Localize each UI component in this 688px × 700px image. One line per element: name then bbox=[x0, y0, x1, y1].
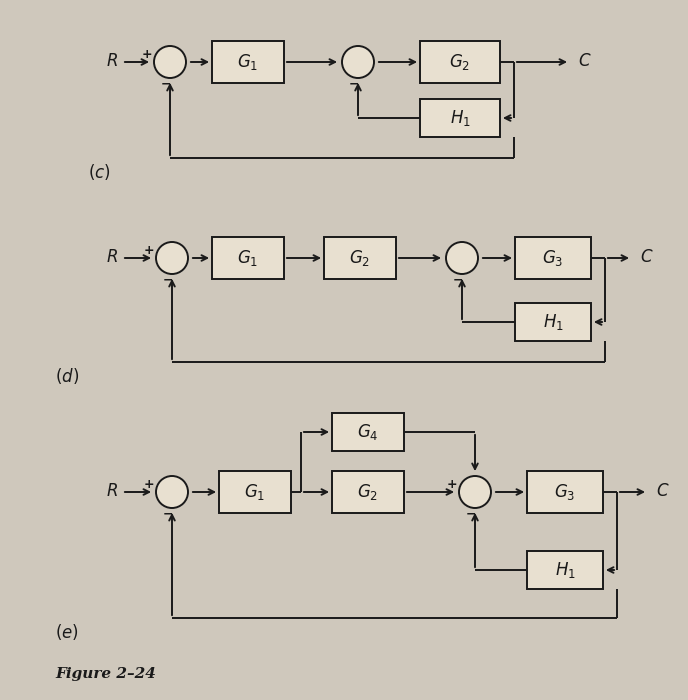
Text: +: + bbox=[142, 48, 152, 60]
Text: Figure 2–24: Figure 2–24 bbox=[55, 667, 156, 681]
Bar bbox=[324, 237, 396, 279]
Text: $G_2$: $G_2$ bbox=[358, 482, 378, 502]
Circle shape bbox=[154, 46, 186, 78]
Text: $(e)$: $(e)$ bbox=[55, 622, 79, 642]
Bar bbox=[527, 471, 603, 513]
Bar bbox=[515, 237, 591, 279]
Text: +: + bbox=[144, 477, 154, 491]
Text: −: − bbox=[161, 78, 171, 90]
Text: $C$: $C$ bbox=[578, 53, 592, 71]
Text: −: − bbox=[349, 78, 359, 90]
Text: $G_3$: $G_3$ bbox=[542, 248, 563, 268]
Text: +: + bbox=[447, 477, 458, 491]
Text: $G_4$: $G_4$ bbox=[357, 422, 379, 442]
Text: $H_1$: $H_1$ bbox=[449, 108, 471, 128]
Text: $G_1$: $G_1$ bbox=[237, 52, 259, 72]
Text: $G_1$: $G_1$ bbox=[244, 482, 266, 502]
Circle shape bbox=[156, 242, 188, 274]
Bar bbox=[332, 413, 404, 451]
Text: $(d)$: $(d)$ bbox=[55, 366, 79, 386]
Bar bbox=[420, 41, 500, 83]
Text: $C$: $C$ bbox=[656, 484, 669, 500]
Text: $G_2$: $G_2$ bbox=[449, 52, 471, 72]
Circle shape bbox=[156, 476, 188, 508]
Text: −: − bbox=[163, 274, 173, 286]
Text: $R$: $R$ bbox=[106, 53, 118, 71]
Text: $G_2$: $G_2$ bbox=[350, 248, 371, 268]
Text: $H_1$: $H_1$ bbox=[543, 312, 563, 332]
Text: $C$: $C$ bbox=[640, 249, 654, 267]
Text: $G_1$: $G_1$ bbox=[237, 248, 259, 268]
Text: $R$: $R$ bbox=[106, 484, 118, 500]
Text: −: − bbox=[466, 508, 476, 521]
Bar bbox=[332, 471, 404, 513]
Text: −: − bbox=[163, 508, 173, 521]
Bar bbox=[212, 237, 284, 279]
Text: $R$: $R$ bbox=[106, 249, 118, 267]
Text: +: + bbox=[144, 244, 154, 256]
Circle shape bbox=[342, 46, 374, 78]
Circle shape bbox=[459, 476, 491, 508]
Bar bbox=[420, 99, 500, 137]
Bar bbox=[212, 41, 284, 83]
Bar bbox=[527, 551, 603, 589]
Circle shape bbox=[446, 242, 478, 274]
Bar bbox=[219, 471, 291, 513]
Text: $H_1$: $H_1$ bbox=[555, 560, 575, 580]
Text: $(c)$: $(c)$ bbox=[88, 162, 111, 182]
Text: $G_3$: $G_3$ bbox=[555, 482, 576, 502]
Text: −: − bbox=[453, 274, 463, 286]
Bar bbox=[515, 303, 591, 341]
